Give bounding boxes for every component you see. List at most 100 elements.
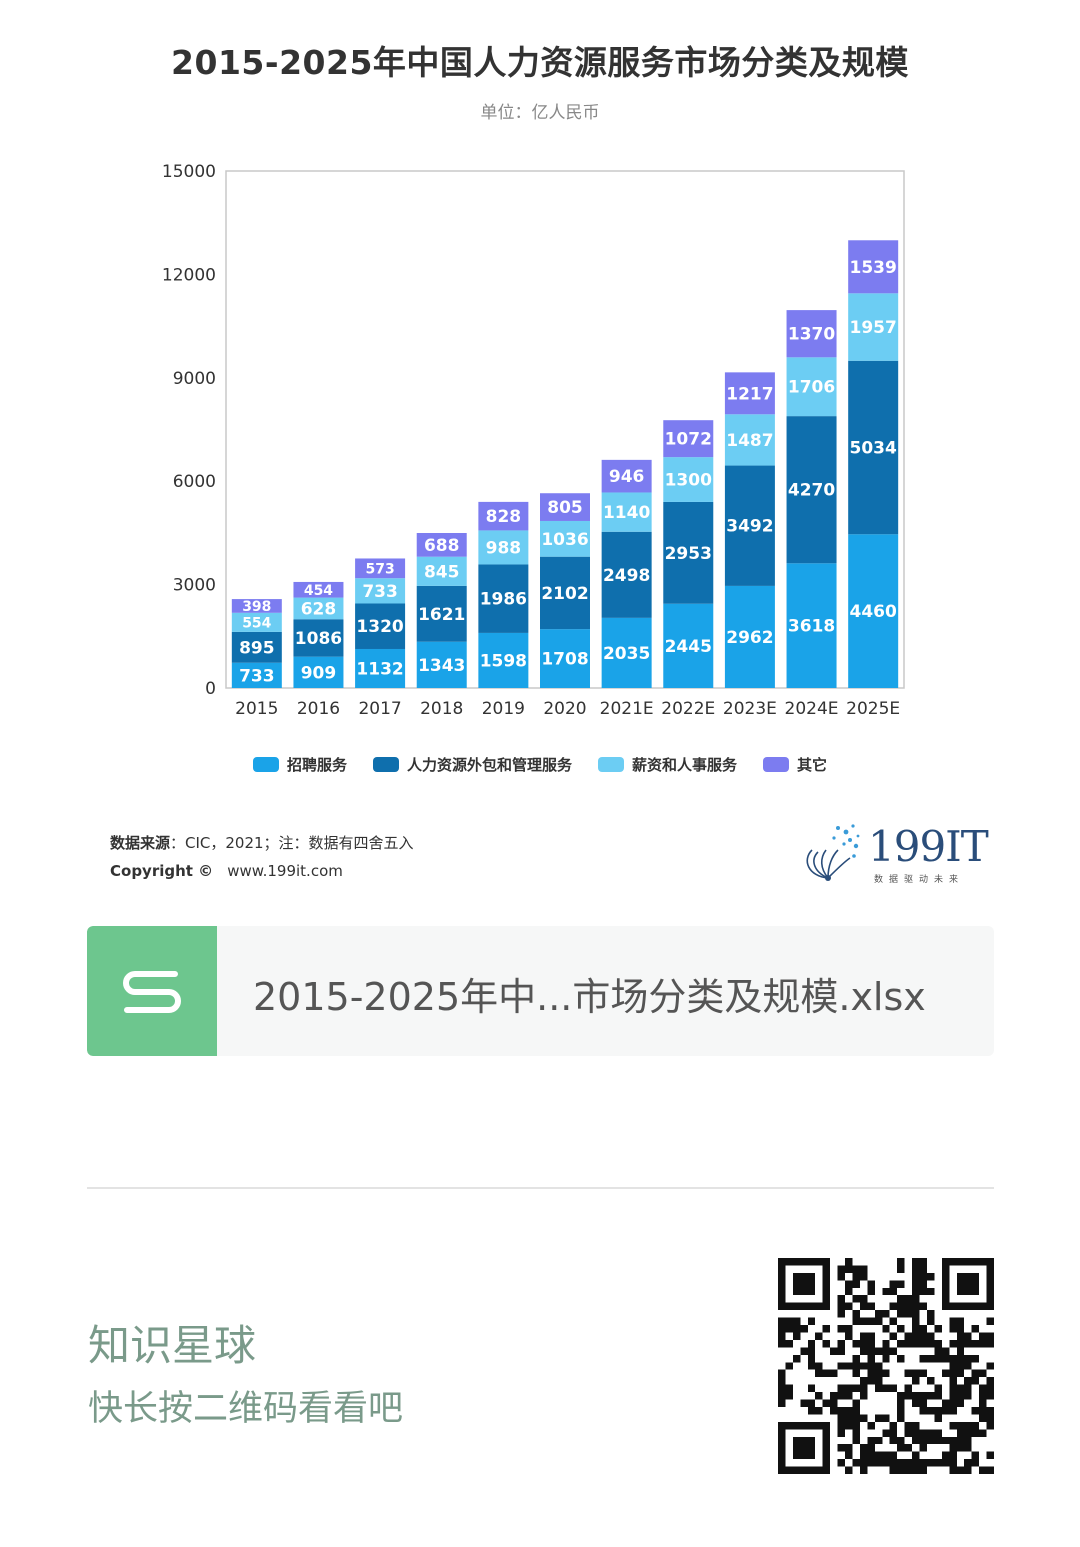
bar-segment xyxy=(724,465,775,586)
data-label: 1957 xyxy=(850,318,897,338)
x-tick-label: 2016 xyxy=(297,699,340,719)
x-tick-label: 2024E xyxy=(785,699,839,719)
bar-segment xyxy=(478,564,529,633)
data-label: 573 xyxy=(365,561,394,577)
data-label: 688 xyxy=(424,536,460,556)
bar-segment xyxy=(601,531,652,618)
data-label: 1370 xyxy=(788,325,835,345)
source-text: ：CIC，2021；注：数据有四舍五入 xyxy=(170,834,414,852)
data-label: 1708 xyxy=(541,650,588,670)
bar-segment xyxy=(540,629,590,688)
bar-segment xyxy=(540,520,590,557)
data-label: 3492 xyxy=(726,517,773,537)
data-label: 946 xyxy=(609,467,645,487)
data-label: 845 xyxy=(424,562,460,582)
bar-segment xyxy=(848,360,899,535)
y-tick-label: 6000 xyxy=(173,472,216,492)
data-label: 1706 xyxy=(788,378,835,398)
data-label: 3618 xyxy=(788,617,835,637)
x-tick-label: 2017 xyxy=(358,699,401,719)
bar-segment xyxy=(355,603,406,649)
data-label: 2962 xyxy=(726,628,773,648)
data-label: 988 xyxy=(486,538,522,558)
bar-segment xyxy=(355,558,406,579)
bar-segment xyxy=(416,641,467,688)
data-label: 733 xyxy=(362,582,398,602)
data-label: 1986 xyxy=(480,590,527,610)
promo-title: 知识星球 xyxy=(88,1321,257,1370)
data-label: 1217 xyxy=(726,384,773,404)
data-label: 733 xyxy=(239,666,275,686)
bar-segment xyxy=(478,530,529,565)
bar-segment xyxy=(724,372,775,415)
bar-segment xyxy=(293,581,344,598)
legend-item: 人力资源外包和管理服务 xyxy=(372,754,572,775)
dandelion-logo-icon xyxy=(806,824,860,881)
copyright-line: Copyright © www.199it.com xyxy=(110,862,343,880)
data-label: 1300 xyxy=(665,471,712,491)
copyright-url[interactable]: www.199it.com xyxy=(227,862,343,880)
legend-label: 人力资源外包和管理服务 xyxy=(406,756,572,774)
bar-segment xyxy=(601,459,652,493)
legend-label: 薪资和人事服务 xyxy=(632,756,738,774)
bar-segment xyxy=(478,501,529,531)
x-tick-label: 2025E xyxy=(846,699,900,719)
bar-segment xyxy=(724,585,775,688)
data-label: 4460 xyxy=(850,602,897,622)
bar-segment xyxy=(293,619,344,657)
source-label: 数据来源 xyxy=(110,834,171,852)
bar-segment xyxy=(724,414,775,466)
data-label: 554 xyxy=(242,615,271,631)
bar-segment xyxy=(231,599,282,613)
divider xyxy=(87,1187,994,1189)
bar-segment xyxy=(416,533,467,557)
x-tick-label: 2015 xyxy=(235,699,278,719)
x-tick-label: 2022E xyxy=(661,699,715,719)
bar-segment xyxy=(663,420,714,458)
legend-label: 招聘服务 xyxy=(286,756,347,774)
legend-swatch xyxy=(372,757,399,772)
logo-text: 199IT xyxy=(868,822,989,871)
data-label: 1086 xyxy=(295,629,342,649)
y-tick-label: 0 xyxy=(205,679,216,699)
data-label: 2953 xyxy=(665,544,712,564)
promo-subtitle: 快长按二维码看看吧 xyxy=(88,1389,404,1429)
bar-segment xyxy=(786,416,837,564)
data-label: 1539 xyxy=(850,258,897,278)
x-tick-label: 2021E xyxy=(600,699,654,719)
x-tick-label: 2020 xyxy=(543,699,586,719)
data-label: 1140 xyxy=(603,503,650,523)
data-label: 1598 xyxy=(480,651,527,671)
bar-segment xyxy=(231,662,282,688)
data-label: 5034 xyxy=(850,439,897,459)
legend-swatch xyxy=(763,757,790,772)
data-label: 454 xyxy=(304,583,333,599)
data-label: 895 xyxy=(239,638,275,658)
data-label: 1343 xyxy=(418,656,465,676)
bar-segment xyxy=(540,556,590,630)
data-label: 2035 xyxy=(603,644,650,664)
bar-segment xyxy=(663,501,714,604)
brand-logo: 199IT 数据驱动未来 xyxy=(798,820,989,890)
bar-segment xyxy=(355,578,406,604)
y-tick-label: 9000 xyxy=(173,369,216,389)
bar-segment xyxy=(231,631,282,663)
chart-subtitle: 单位：亿人民币 xyxy=(480,103,600,123)
legend-item: 其它 xyxy=(763,754,827,775)
bar-segment xyxy=(848,240,899,294)
bar-segment xyxy=(601,492,652,532)
bar-segment xyxy=(601,617,652,688)
bar-segment xyxy=(786,310,837,358)
legend-label: 其它 xyxy=(797,756,828,774)
qr-code-icon[interactable] xyxy=(778,1258,994,1474)
legend-item: 招聘服务 xyxy=(252,754,347,775)
x-tick-label: 2023E xyxy=(723,699,777,719)
bar-segment xyxy=(355,648,406,688)
file-attachment-card[interactable]: 2015-2025年中...市场分类及规模.xlsx xyxy=(87,926,994,1056)
y-tick-label: 3000 xyxy=(173,576,216,596)
bar-segment xyxy=(231,612,282,632)
bar-segment xyxy=(848,293,899,361)
data-label: 628 xyxy=(301,599,337,619)
data-label: 805 xyxy=(547,498,583,518)
